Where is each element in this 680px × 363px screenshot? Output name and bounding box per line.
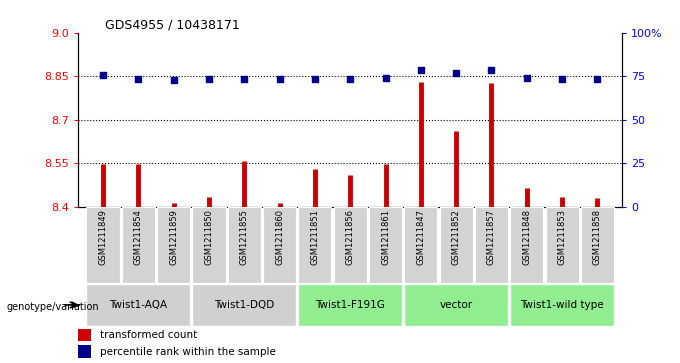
Text: GSM1211853: GSM1211853 xyxy=(558,209,566,265)
Bar xyxy=(78,345,91,358)
Bar xyxy=(86,284,190,326)
Text: GSM1211849: GSM1211849 xyxy=(99,209,107,265)
Point xyxy=(557,76,568,82)
Text: GSM1211860: GSM1211860 xyxy=(275,209,284,265)
Bar xyxy=(439,207,473,283)
Text: GSM1211851: GSM1211851 xyxy=(310,209,320,265)
Bar xyxy=(86,207,120,283)
Text: GSM1211852: GSM1211852 xyxy=(452,209,460,265)
Text: GSM1211848: GSM1211848 xyxy=(522,209,531,265)
Bar xyxy=(299,284,402,326)
Point xyxy=(486,67,497,73)
Point xyxy=(415,67,426,73)
Text: GSM1211856: GSM1211856 xyxy=(345,209,355,265)
Text: Twist1-F191G: Twist1-F191G xyxy=(316,300,385,310)
Text: GSM1211847: GSM1211847 xyxy=(416,209,426,265)
Text: Twist1-AQA: Twist1-AQA xyxy=(109,300,167,310)
Text: GSM1211850: GSM1211850 xyxy=(205,209,214,265)
Text: Twist1-wild type: Twist1-wild type xyxy=(520,300,604,310)
Point xyxy=(380,75,391,81)
Point xyxy=(203,76,214,82)
Text: GSM1211861: GSM1211861 xyxy=(381,209,390,265)
Point xyxy=(309,76,320,82)
Point xyxy=(592,76,603,82)
Bar xyxy=(581,207,614,283)
Point xyxy=(97,73,108,78)
Bar xyxy=(475,207,508,283)
Bar xyxy=(404,207,437,283)
Text: GSM1211858: GSM1211858 xyxy=(593,209,602,265)
Bar xyxy=(263,207,296,283)
Text: GSM1211857: GSM1211857 xyxy=(487,209,496,265)
Bar xyxy=(122,207,155,283)
Point xyxy=(522,75,532,81)
Text: GSM1211855: GSM1211855 xyxy=(240,209,249,265)
Text: GDS4955 / 10438171: GDS4955 / 10438171 xyxy=(105,19,240,32)
Bar xyxy=(510,207,543,283)
Bar xyxy=(299,207,331,283)
Text: GSM1211859: GSM1211859 xyxy=(169,209,178,265)
Bar xyxy=(369,207,402,283)
Bar xyxy=(78,329,91,341)
Point xyxy=(451,70,462,76)
Bar xyxy=(545,207,579,283)
Bar xyxy=(404,284,508,326)
Text: transformed count: transformed count xyxy=(100,330,197,340)
Bar xyxy=(192,207,226,283)
Point xyxy=(168,77,179,83)
Point xyxy=(274,76,285,82)
Bar xyxy=(228,207,261,283)
Text: GSM1211854: GSM1211854 xyxy=(134,209,143,265)
Bar xyxy=(334,207,367,283)
Bar xyxy=(510,284,614,326)
Bar xyxy=(192,284,296,326)
Text: genotype/variation: genotype/variation xyxy=(7,302,99,312)
Bar xyxy=(157,207,190,283)
Text: percentile rank within the sample: percentile rank within the sample xyxy=(100,347,276,356)
Text: Twist1-DQD: Twist1-DQD xyxy=(214,300,274,310)
Text: vector: vector xyxy=(439,300,473,310)
Point xyxy=(345,76,356,82)
Point xyxy=(133,76,143,82)
Point xyxy=(239,76,250,82)
